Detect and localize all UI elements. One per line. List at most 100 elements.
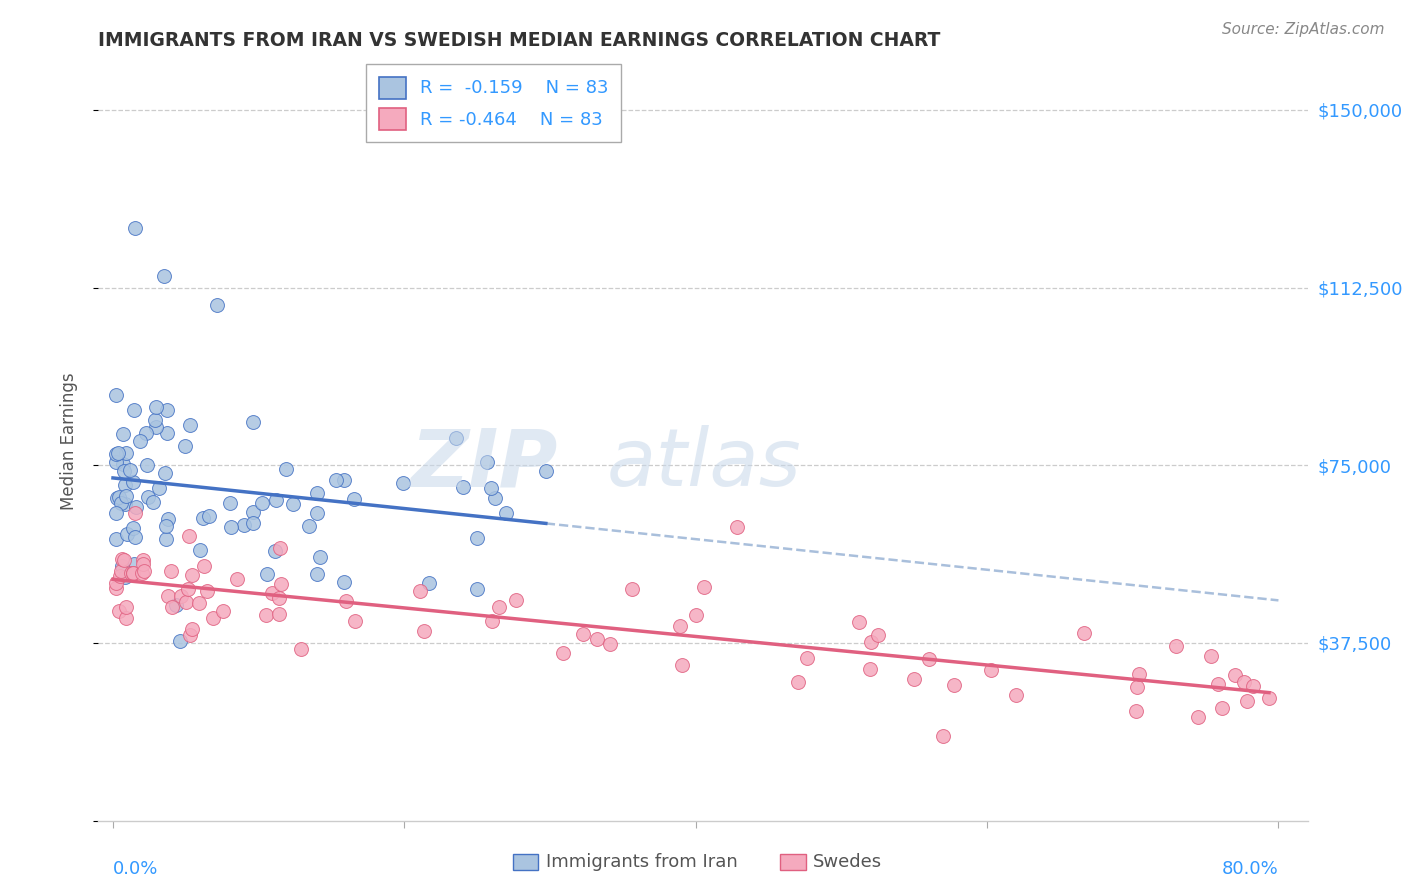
Point bbox=[242, 516, 264, 530]
Point bbox=[174, 595, 197, 609]
Point bbox=[142, 495, 165, 509]
Point bbox=[153, 268, 176, 283]
Point bbox=[104, 455, 127, 469]
Point bbox=[263, 544, 285, 558]
Text: 0.0%: 0.0% bbox=[112, 860, 159, 878]
Point bbox=[135, 458, 157, 473]
Point bbox=[1199, 649, 1222, 664]
Point bbox=[187, 596, 209, 610]
Point bbox=[121, 566, 143, 581]
Point bbox=[195, 583, 218, 598]
Point bbox=[260, 586, 283, 600]
Point bbox=[1236, 694, 1258, 708]
Point bbox=[796, 651, 818, 665]
Point bbox=[1125, 704, 1147, 718]
Point bbox=[156, 589, 179, 603]
Point bbox=[134, 564, 156, 578]
Point bbox=[333, 473, 356, 487]
Point bbox=[1206, 677, 1229, 691]
Point bbox=[918, 652, 941, 666]
Point bbox=[586, 632, 609, 646]
Point bbox=[219, 496, 242, 510]
Text: Source: ZipAtlas.com: Source: ZipAtlas.com bbox=[1222, 22, 1385, 37]
Point bbox=[145, 400, 167, 414]
Point bbox=[551, 646, 574, 660]
Point bbox=[671, 658, 693, 673]
Point bbox=[505, 593, 527, 607]
Point bbox=[412, 624, 434, 638]
Point bbox=[242, 505, 264, 519]
Point bbox=[495, 506, 517, 520]
Point bbox=[451, 480, 474, 494]
Point bbox=[1126, 681, 1149, 695]
Point bbox=[786, 675, 808, 690]
Point bbox=[465, 531, 488, 545]
Point bbox=[132, 552, 155, 566]
Point bbox=[143, 413, 166, 427]
Point bbox=[115, 446, 138, 460]
Point bbox=[104, 575, 127, 590]
Point bbox=[1004, 689, 1026, 703]
Point bbox=[276, 462, 298, 476]
Point bbox=[191, 511, 214, 525]
Point bbox=[108, 569, 131, 583]
Point bbox=[128, 434, 150, 449]
Point bbox=[283, 497, 305, 511]
Point bbox=[250, 496, 273, 510]
Point bbox=[269, 541, 291, 555]
Point bbox=[1073, 626, 1095, 640]
Point bbox=[122, 566, 145, 581]
Point bbox=[181, 622, 204, 636]
Point bbox=[157, 512, 180, 526]
Point bbox=[307, 486, 329, 500]
Point bbox=[148, 481, 170, 495]
Point bbox=[135, 426, 157, 441]
Point bbox=[418, 575, 440, 590]
Point bbox=[156, 403, 179, 417]
Point bbox=[668, 618, 690, 632]
Text: Swedes: Swedes bbox=[813, 853, 882, 871]
Point bbox=[125, 500, 148, 515]
Point bbox=[115, 527, 138, 541]
Point bbox=[165, 598, 187, 612]
Point bbox=[266, 493, 288, 508]
Point bbox=[155, 425, 177, 440]
Point bbox=[104, 506, 127, 520]
Point bbox=[392, 475, 415, 490]
Point bbox=[180, 567, 202, 582]
Point bbox=[124, 221, 146, 235]
Point bbox=[114, 478, 136, 492]
Point bbox=[932, 729, 955, 743]
Point bbox=[1241, 679, 1264, 693]
Text: atlas: atlas bbox=[606, 425, 801, 503]
Point bbox=[121, 566, 143, 581]
Legend: R =  -0.159    N = 83, R = -0.464    N = 83: R = -0.159 N = 83, R = -0.464 N = 83 bbox=[366, 64, 621, 142]
Point bbox=[160, 564, 183, 578]
Point bbox=[122, 475, 145, 489]
Point bbox=[599, 638, 621, 652]
Point bbox=[481, 614, 503, 628]
Point bbox=[943, 677, 966, 691]
Point bbox=[488, 599, 510, 614]
Point bbox=[179, 628, 201, 642]
Point bbox=[444, 431, 467, 445]
Point bbox=[225, 572, 247, 586]
Point bbox=[205, 297, 228, 311]
Point bbox=[111, 552, 134, 566]
Point bbox=[270, 577, 292, 591]
Point bbox=[725, 520, 748, 534]
Point bbox=[859, 662, 882, 676]
Point bbox=[571, 627, 593, 641]
Point bbox=[1233, 675, 1256, 690]
Point bbox=[124, 506, 146, 520]
Point bbox=[484, 491, 506, 505]
Point bbox=[848, 615, 870, 629]
Point bbox=[290, 641, 312, 656]
Point bbox=[104, 388, 127, 402]
Point bbox=[534, 464, 557, 478]
Point bbox=[104, 447, 127, 461]
Point bbox=[114, 497, 136, 511]
Point bbox=[155, 532, 177, 546]
Point bbox=[120, 463, 142, 477]
Point bbox=[479, 482, 502, 496]
